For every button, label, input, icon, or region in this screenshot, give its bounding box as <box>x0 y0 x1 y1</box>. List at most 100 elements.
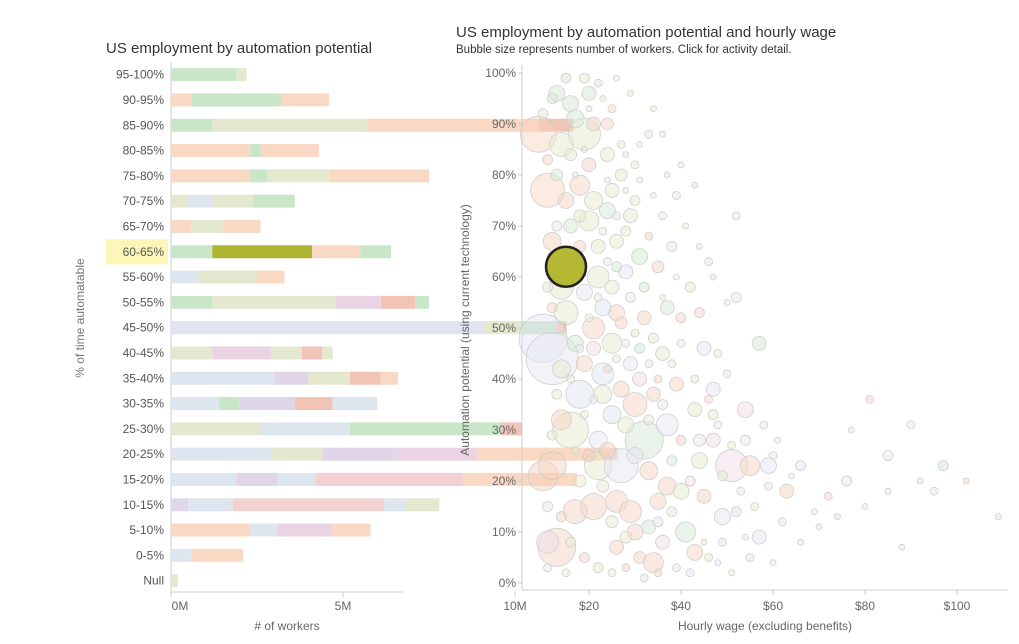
bar-segment[interactable] <box>274 371 309 385</box>
bubble[interactable] <box>659 300 675 316</box>
bubble[interactable] <box>751 529 767 545</box>
bubble[interactable] <box>962 477 970 485</box>
bar-segment[interactable] <box>549 447 619 461</box>
bar-55-60[interactable] <box>171 270 285 284</box>
bubble[interactable] <box>745 553 755 562</box>
bubble[interactable] <box>542 231 562 251</box>
bar-segment[interactable] <box>315 472 464 486</box>
bubble[interactable] <box>644 231 654 241</box>
bubble[interactable] <box>550 168 564 182</box>
bubble[interactable] <box>705 432 721 448</box>
bubble[interactable] <box>569 174 591 196</box>
bubble[interactable] <box>582 316 605 340</box>
bubble[interactable] <box>605 489 628 513</box>
bubble[interactable] <box>728 569 735 577</box>
bubble[interactable] <box>546 93 558 104</box>
bubble[interactable] <box>594 299 612 317</box>
bubble[interactable] <box>612 380 630 398</box>
bar-segment[interactable] <box>212 245 313 259</box>
bubble[interactable] <box>623 356 638 372</box>
bar-segment[interactable] <box>398 447 478 461</box>
bubble[interactable] <box>707 409 719 421</box>
bubble[interactable] <box>617 416 635 434</box>
bar-segment[interactable] <box>171 118 213 132</box>
bubble[interactable] <box>636 310 652 326</box>
bubble[interactable] <box>630 160 640 170</box>
bar-segment[interactable] <box>171 523 251 537</box>
bubble[interactable] <box>995 513 1002 521</box>
bubble[interactable] <box>650 191 657 199</box>
bar-segment[interactable] <box>380 371 399 385</box>
bubble[interactable] <box>573 209 587 223</box>
bubble[interactable] <box>841 475 852 487</box>
bubble[interactable] <box>622 186 630 194</box>
bubble[interactable] <box>562 499 588 525</box>
bubble[interactable] <box>546 302 558 314</box>
bubble[interactable] <box>644 359 654 369</box>
bar-segment[interactable] <box>191 548 244 562</box>
bubble[interactable] <box>865 394 874 404</box>
bubble[interactable] <box>537 451 567 481</box>
bubble[interactable] <box>653 374 663 384</box>
bubble[interactable] <box>882 450 894 461</box>
bubble[interactable] <box>731 211 741 221</box>
bubble[interactable] <box>536 530 559 554</box>
bar-5-10[interactable] <box>171 523 371 537</box>
bar-segment[interactable] <box>277 472 316 486</box>
bubble[interactable] <box>564 148 577 162</box>
bubble[interactable] <box>751 335 767 351</box>
bubble[interactable] <box>596 479 610 493</box>
bar-segment[interactable] <box>171 68 237 82</box>
bubble[interactable] <box>590 238 606 254</box>
bubble[interactable] <box>795 460 806 472</box>
bubble[interactable] <box>694 307 705 319</box>
bar-segment[interactable] <box>171 422 261 436</box>
bubble[interactable] <box>560 72 572 84</box>
bubble[interactable] <box>565 109 585 129</box>
bubble[interactable] <box>607 104 617 114</box>
bubble[interactable] <box>742 533 749 541</box>
bar-65-70[interactable] <box>171 219 261 233</box>
bar-segment[interactable] <box>301 346 323 360</box>
bubble[interactable] <box>666 240 678 252</box>
bar-segment[interactable] <box>171 93 192 107</box>
bubble[interactable] <box>579 552 590 563</box>
bubble[interactable] <box>672 190 681 200</box>
bar-segment[interactable] <box>463 472 536 486</box>
bubble[interactable] <box>612 211 621 221</box>
bubble[interactable] <box>609 539 624 555</box>
bar-segment[interactable] <box>212 194 254 208</box>
selected-bubble[interactable] <box>544 245 588 289</box>
bar-35-40[interactable] <box>171 371 399 385</box>
bubble[interactable] <box>811 508 818 516</box>
bar-segment[interactable] <box>171 270 199 284</box>
bubble[interactable] <box>614 316 628 330</box>
bubble[interactable] <box>578 210 600 232</box>
bar-segment[interactable] <box>260 422 350 436</box>
bubble[interactable] <box>639 573 649 583</box>
bubble[interactable] <box>847 426 855 434</box>
bubble[interactable] <box>663 171 671 179</box>
bubble[interactable] <box>542 281 553 293</box>
bar-segment[interactable] <box>250 169 268 183</box>
bubble[interactable] <box>704 553 713 562</box>
bar-segment[interactable] <box>270 346 302 360</box>
bubble[interactable] <box>696 242 703 250</box>
bubble[interactable] <box>722 369 732 379</box>
bubble[interactable] <box>768 451 778 460</box>
bubble[interactable] <box>777 517 787 527</box>
bubble[interactable] <box>621 563 631 573</box>
bubble[interactable] <box>604 279 620 295</box>
bar-80-85[interactable] <box>171 144 319 158</box>
bubble[interactable] <box>619 500 642 524</box>
bubble[interactable] <box>929 486 939 496</box>
bubble[interactable] <box>644 129 654 139</box>
bar-segment[interactable] <box>477 447 550 461</box>
bar-segment[interactable] <box>539 118 574 132</box>
bubble[interactable] <box>759 420 769 430</box>
bubble[interactable] <box>704 394 713 404</box>
bubble[interactable] <box>779 483 795 499</box>
bar-segment[interactable] <box>250 144 261 158</box>
